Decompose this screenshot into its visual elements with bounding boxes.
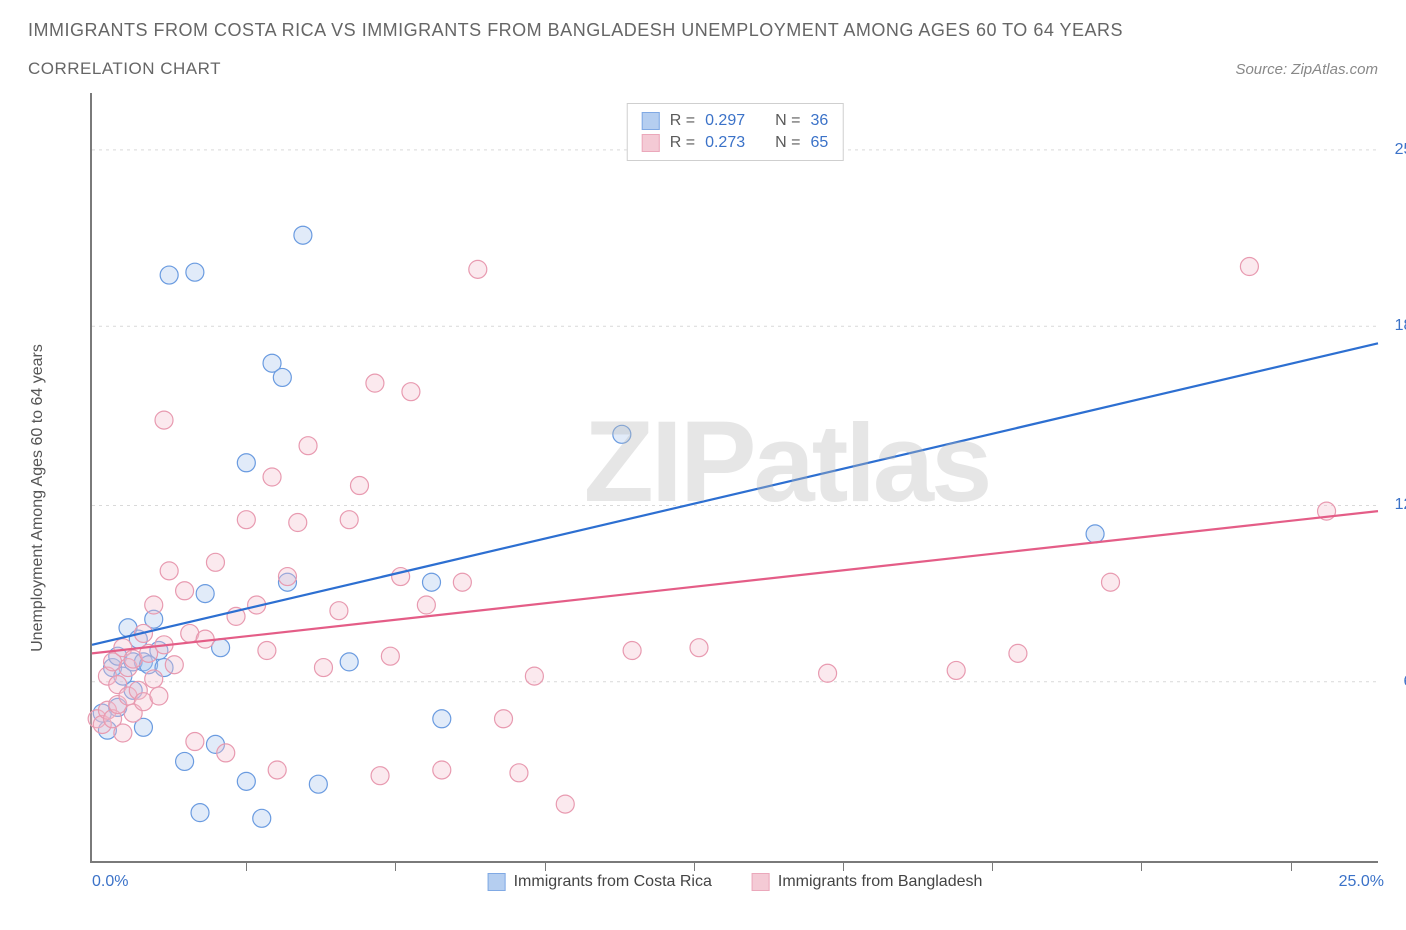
legend-r-value: 0.297 — [705, 112, 745, 130]
legend-n-value: 36 — [810, 112, 828, 130]
y-tick-label: 6.3% — [1384, 673, 1406, 691]
x-tick — [395, 861, 396, 871]
bottom-legend-item: Immigrants from Bangladesh — [752, 873, 983, 891]
plot-area: ZIPatlas R =0.297N =36R =0.273N =65 0.0%… — [90, 93, 1378, 863]
legend-r-label: R = — [670, 112, 695, 130]
y-tick-label: 12.5% — [1384, 496, 1406, 514]
top-legend-row: R = 0.273 N = 65 — [642, 132, 829, 154]
x-tick — [246, 861, 247, 871]
bottom-legend-label: Immigrants from Bangladesh — [778, 873, 983, 891]
x-tick — [694, 861, 695, 871]
legend-n-label: N = — [775, 134, 800, 152]
plot-svg — [92, 93, 1378, 861]
x-tick — [1291, 861, 1292, 871]
legend-n-value: 65 — [810, 134, 828, 152]
legend-n-label: N = — [775, 112, 800, 130]
top-legend-row: R = 0.297 N = 36 — [642, 110, 829, 132]
x-tick — [1141, 861, 1142, 871]
chart-title-line1: IMMIGRANTS FROM COSTA RICA VS IMMIGRANTS… — [28, 20, 1378, 41]
bottom-legend: Immigrants from Costa Rica Immigrants fro… — [488, 873, 983, 891]
bottom-legend-label: Immigrants from Costa Rica — [514, 873, 712, 891]
legend-swatch — [642, 134, 660, 152]
x-tick — [992, 861, 993, 871]
legend-r-label: R = — [670, 134, 695, 152]
y-axis-label-container: Unemployment Among Ages 60 to 64 years — [18, 93, 58, 903]
x-tick — [545, 861, 546, 871]
y-tick-label: 25.0% — [1384, 141, 1406, 159]
legend-swatch — [488, 873, 506, 891]
source-attribution: Source: ZipAtlas.com — [1235, 61, 1378, 78]
x-axis-min-label: 0.0% — [92, 873, 128, 891]
chart-subtitle: CORRELATION CHART — [28, 59, 221, 79]
legend-swatch — [752, 873, 770, 891]
chart-title-row2: CORRELATION CHART Source: ZipAtlas.com — [28, 59, 1378, 79]
y-axis-label: Unemployment Among Ages 60 to 64 years — [29, 344, 47, 652]
top-legend: R = 0.297 N = 36 R = 0.273 N = 65 — [627, 103, 844, 161]
legend-r-value: 0.273 — [705, 134, 745, 152]
chart-wrap: Unemployment Among Ages 60 to 64 years Z… — [28, 93, 1378, 903]
x-axis-max-label: 25.0% — [1339, 873, 1384, 891]
bottom-legend-item: Immigrants from Costa Rica — [488, 873, 712, 891]
chart-container: IMMIGRANTS FROM COSTA RICA VS IMMIGRANTS… — [0, 0, 1406, 930]
y-tick-label: 18.8% — [1384, 317, 1406, 335]
legend-swatch — [642, 112, 660, 130]
x-tick — [843, 861, 844, 871]
